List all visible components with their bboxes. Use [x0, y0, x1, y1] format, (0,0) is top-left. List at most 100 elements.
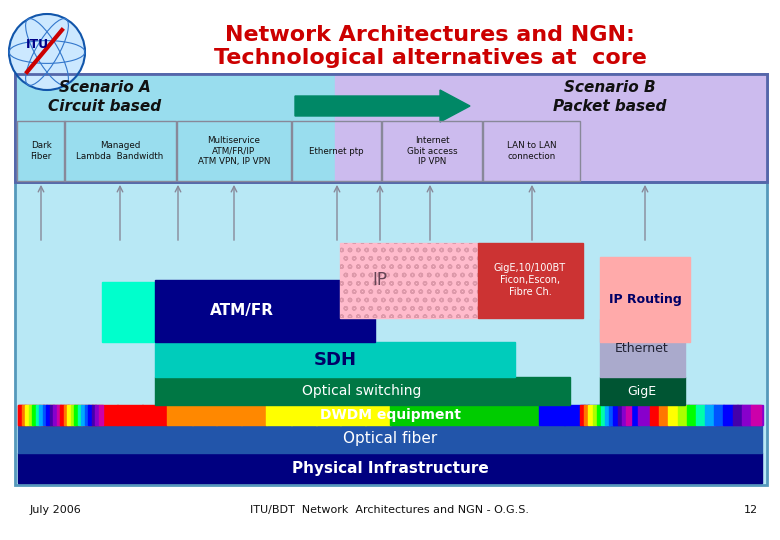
- Bar: [102, 282, 154, 342]
- Text: Internet
Gbit access
IP VPN: Internet Gbit access IP VPN: [406, 136, 457, 166]
- Bar: [266, 405, 292, 425]
- Bar: [155, 280, 375, 342]
- Bar: [22, 405, 26, 425]
- Bar: [49, 405, 54, 425]
- Text: IP: IP: [373, 271, 388, 289]
- Bar: [564, 405, 590, 425]
- Bar: [335, 74, 767, 182]
- Bar: [18, 425, 762, 453]
- Text: ITU/BDT  Network  Architectures and NGN - O.G.S.: ITU/BDT Network Architectures and NGN - …: [250, 505, 530, 515]
- Bar: [686, 405, 697, 425]
- Text: July 2006: July 2006: [30, 505, 82, 515]
- Bar: [723, 405, 733, 425]
- Bar: [67, 405, 71, 425]
- Bar: [737, 405, 763, 425]
- Bar: [622, 405, 626, 425]
- Text: Optical switching: Optical switching: [303, 384, 422, 398]
- Bar: [70, 405, 75, 425]
- Bar: [36, 405, 40, 425]
- Bar: [638, 405, 664, 425]
- Bar: [714, 405, 724, 425]
- Bar: [597, 405, 601, 425]
- Text: Technological alternatives at  core: Technological alternatives at core: [214, 48, 647, 68]
- Text: Managed
Lambda  Bandwidth: Managed Lambda Bandwidth: [76, 141, 164, 161]
- Bar: [659, 405, 668, 425]
- Bar: [464, 405, 490, 425]
- Bar: [95, 405, 99, 425]
- Bar: [216, 405, 243, 425]
- Circle shape: [9, 14, 85, 90]
- Text: GigE,10/100BT
Ficon,Escon,
Fibre Ch.: GigE,10/100BT Ficon,Escon, Fibre Ch.: [494, 264, 566, 296]
- Bar: [18, 405, 44, 425]
- Bar: [696, 405, 705, 425]
- Bar: [117, 405, 143, 425]
- Bar: [77, 405, 81, 425]
- Bar: [68, 405, 94, 425]
- Bar: [600, 257, 690, 342]
- Text: Physical Infrastructure: Physical Infrastructure: [292, 461, 488, 476]
- Text: IP Routing: IP Routing: [608, 294, 682, 307]
- Bar: [626, 405, 630, 425]
- Bar: [291, 405, 317, 425]
- Text: Optical fiber: Optical fiber: [343, 431, 437, 447]
- Bar: [92, 405, 119, 425]
- Bar: [53, 405, 57, 425]
- Bar: [593, 405, 597, 425]
- Bar: [478, 243, 583, 318]
- Bar: [588, 405, 593, 425]
- Bar: [43, 405, 69, 425]
- Bar: [688, 405, 714, 425]
- Text: Scenario B
Packet based: Scenario B Packet based: [553, 80, 667, 114]
- Text: GigE: GigE: [627, 384, 657, 397]
- Text: ATM/FR: ATM/FR: [210, 303, 274, 319]
- Bar: [340, 243, 478, 318]
- Text: Dark
Fiber: Dark Fiber: [30, 141, 51, 161]
- Text: Ethernet: Ethernet: [615, 341, 669, 354]
- FancyBboxPatch shape: [15, 74, 767, 182]
- Bar: [167, 405, 193, 425]
- Bar: [316, 405, 342, 425]
- Bar: [600, 319, 685, 377]
- Bar: [415, 405, 441, 425]
- Bar: [712, 405, 738, 425]
- Bar: [155, 377, 570, 405]
- Bar: [489, 405, 515, 425]
- Bar: [588, 405, 614, 425]
- Bar: [390, 405, 416, 425]
- Bar: [91, 405, 95, 425]
- Bar: [15, 74, 335, 182]
- Bar: [514, 405, 540, 425]
- Bar: [74, 405, 78, 425]
- Bar: [340, 405, 366, 425]
- Text: Multiservice
ATM/FR/IP
ATM VPN, IP VPN: Multiservice ATM/FR/IP ATM VPN, IP VPN: [198, 136, 270, 166]
- Text: Scenario A
Circuit based: Scenario A Circuit based: [48, 80, 161, 114]
- Bar: [678, 405, 687, 425]
- Bar: [18, 405, 22, 425]
- Bar: [668, 405, 678, 425]
- Bar: [142, 405, 168, 425]
- Bar: [32, 405, 36, 425]
- Text: Network Architectures and NGN:: Network Architectures and NGN:: [225, 25, 635, 45]
- Bar: [98, 405, 102, 425]
- Bar: [365, 405, 391, 425]
- Bar: [618, 405, 622, 425]
- Bar: [18, 453, 762, 483]
- Text: ITU: ITU: [26, 37, 48, 51]
- Bar: [539, 405, 565, 425]
- Bar: [60, 405, 64, 425]
- Bar: [650, 405, 660, 425]
- Bar: [613, 405, 639, 425]
- Bar: [46, 405, 50, 425]
- Bar: [732, 405, 742, 425]
- Bar: [88, 405, 92, 425]
- Bar: [742, 405, 751, 425]
- Bar: [155, 342, 515, 377]
- Bar: [580, 405, 585, 425]
- Bar: [609, 405, 614, 425]
- Bar: [600, 377, 685, 405]
- Text: DWDM equipment: DWDM equipment: [320, 408, 460, 422]
- Bar: [663, 405, 689, 425]
- Bar: [81, 405, 85, 425]
- Bar: [601, 405, 605, 425]
- Bar: [42, 405, 47, 425]
